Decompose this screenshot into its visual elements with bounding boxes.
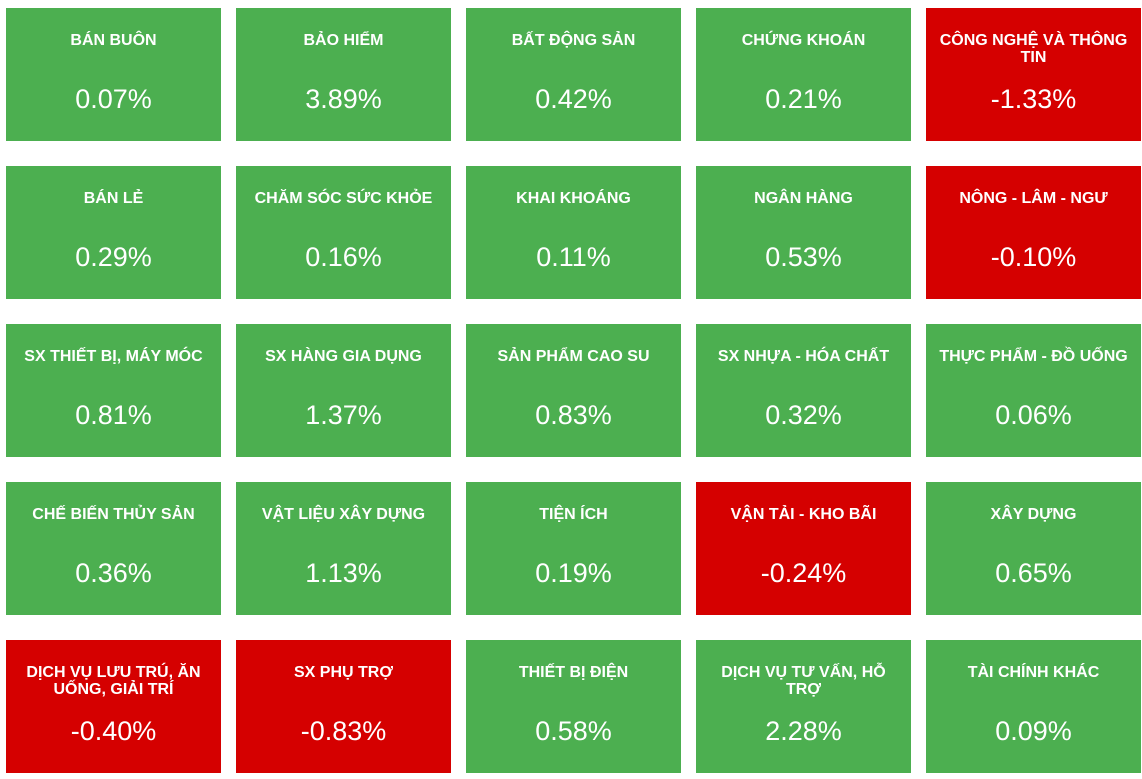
sector-tile[interactable]: THIẾT BỊ ĐIỆN 0.58% [466, 640, 681, 773]
sector-tile[interactable]: SX PHỤ TRỢ -0.83% [236, 640, 451, 773]
sector-tile[interactable]: BÁN LẺ 0.29% [6, 166, 221, 299]
sector-change: 0.16% [305, 242, 382, 272]
sector-name: VẬN TẢI - KHO BÃI [730, 506, 877, 523]
sector-tile[interactable]: CÔNG NGHỆ VÀ THÔNG TIN -1.33% [926, 8, 1141, 141]
sector-tile[interactable]: BÁN BUÔN 0.07% [6, 8, 221, 141]
sector-name: CÔNG NGHỆ VÀ THÔNG TIN [939, 32, 1128, 66]
sector-tile[interactable]: VẬT LIỆU XÂY DỰNG 1.13% [236, 482, 451, 615]
sector-name: SX NHỰA - HÓA CHẤT [717, 348, 890, 365]
sector-change: 0.42% [535, 84, 612, 114]
sector-change: -0.40% [70, 716, 157, 746]
sector-name: XÂY DỰNG [990, 506, 1077, 523]
sector-name: CHĂM SÓC SỨC KHỎE [254, 190, 433, 207]
sector-name: THIẾT BỊ ĐIỆN [518, 664, 629, 681]
sector-change: 0.06% [995, 400, 1072, 430]
sector-name: TÀI CHÍNH KHÁC [967, 664, 1100, 681]
sector-change: 0.32% [765, 400, 842, 430]
sector-tile[interactable]: SX THIẾT BỊ, MÁY MÓC 0.81% [6, 324, 221, 457]
sector-name: NGÂN HÀNG [754, 190, 853, 207]
sector-tile[interactable]: SX NHỰA - HÓA CHẤT 0.32% [696, 324, 911, 457]
sector-name: THỰC PHẨM - ĐỒ UỐNG [939, 348, 1128, 365]
sector-tile[interactable]: TÀI CHÍNH KHÁC 0.09% [926, 640, 1141, 773]
sector-name: SẢN PHẨM CAO SU [497, 348, 650, 365]
sector-change: 0.83% [535, 400, 612, 430]
sector-change: -0.10% [990, 242, 1077, 272]
sector-name: KHAI KHOÁNG [516, 190, 631, 207]
sector-change: 0.58% [535, 716, 612, 746]
sector-change: 0.81% [75, 400, 152, 430]
sector-change: 0.07% [75, 84, 152, 114]
sector-name: NÔNG - LÂM - NGƯ [959, 190, 1108, 207]
sector-name: BÁN LẺ [83, 190, 144, 207]
sector-tile[interactable]: DỊCH VỤ TƯ VẤN, HỖ TRỢ 2.28% [696, 640, 911, 773]
sector-change: 0.29% [75, 242, 152, 272]
sector-change: 2.28% [765, 716, 842, 746]
sector-tile[interactable]: THỰC PHẨM - ĐỒ UỐNG 0.06% [926, 324, 1141, 457]
sector-name: SX HÀNG GIA DỤNG [265, 348, 422, 365]
sector-name: SX PHỤ TRỢ [294, 664, 393, 681]
sector-name: VẬT LIỆU XÂY DỰNG [261, 506, 426, 523]
sector-tile[interactable]: BẢO HIỂM 3.89% [236, 8, 451, 141]
sector-name: DỊCH VỤ TƯ VẤN, HỖ TRỢ [721, 664, 886, 698]
sector-change: 0.36% [75, 558, 152, 588]
sector-tile[interactable]: VẬN TẢI - KHO BÃI -0.24% [696, 482, 911, 615]
sector-change: 0.53% [765, 242, 842, 272]
sector-name: BÁN BUÔN [70, 32, 157, 49]
sector-tile[interactable]: KHAI KHOÁNG 0.11% [466, 166, 681, 299]
sector-name: BẢO HIỂM [303, 32, 384, 49]
sector-change: -0.83% [300, 716, 387, 746]
sector-heatmap-grid: BÁN BUÔN 0.07% BẢO HIỂM 3.89% BẤT ĐỘNG SẢN… [6, 8, 1141, 773]
sector-change: -1.33% [990, 84, 1077, 114]
sector-change: 0.09% [995, 716, 1072, 746]
sector-name: CHỨNG KHOÁN [741, 32, 866, 49]
sector-change: 0.65% [995, 558, 1072, 588]
sector-tile[interactable]: DỊCH VỤ LƯU TRÚ, ĂN UỐNG, GIẢI TRÍ -0.40% [6, 640, 221, 773]
sector-tile[interactable]: XÂY DỰNG 0.65% [926, 482, 1141, 615]
sector-change: 0.21% [765, 84, 842, 114]
sector-name: SX THIẾT BỊ, MÁY MÓC [24, 348, 203, 365]
sector-tile[interactable]: CHỨNG KHOÁN 0.21% [696, 8, 911, 141]
sector-tile[interactable]: NÔNG - LÂM - NGƯ -0.10% [926, 166, 1141, 299]
sector-name: DỊCH VỤ LƯU TRÚ, ĂN UỐNG, GIẢI TRÍ [26, 664, 201, 698]
sector-tile[interactable]: SẢN PHẨM CAO SU 0.83% [466, 324, 681, 457]
sector-tile[interactable]: SX HÀNG GIA DỤNG 1.37% [236, 324, 451, 457]
sector-name: CHẾ BIẾN THỦY SẢN [32, 506, 195, 523]
sector-change: 1.13% [305, 558, 382, 588]
sector-tile[interactable]: TIỆN ÍCH 0.19% [466, 482, 681, 615]
sector-change: 0.19% [535, 558, 612, 588]
sector-change: 1.37% [305, 400, 382, 430]
sector-tile[interactable]: NGÂN HÀNG 0.53% [696, 166, 911, 299]
sector-change: 3.89% [305, 84, 382, 114]
sector-tile[interactable]: BẤT ĐỘNG SẢN 0.42% [466, 8, 681, 141]
sector-change: -0.24% [760, 558, 847, 588]
sector-change: 0.11% [536, 242, 611, 272]
sector-name: TIỆN ÍCH [539, 506, 608, 523]
sector-name: BẤT ĐỘNG SẢN [511, 32, 636, 49]
sector-tile[interactable]: CHẾ BIẾN THỦY SẢN 0.36% [6, 482, 221, 615]
sector-tile[interactable]: CHĂM SÓC SỨC KHỎE 0.16% [236, 166, 451, 299]
